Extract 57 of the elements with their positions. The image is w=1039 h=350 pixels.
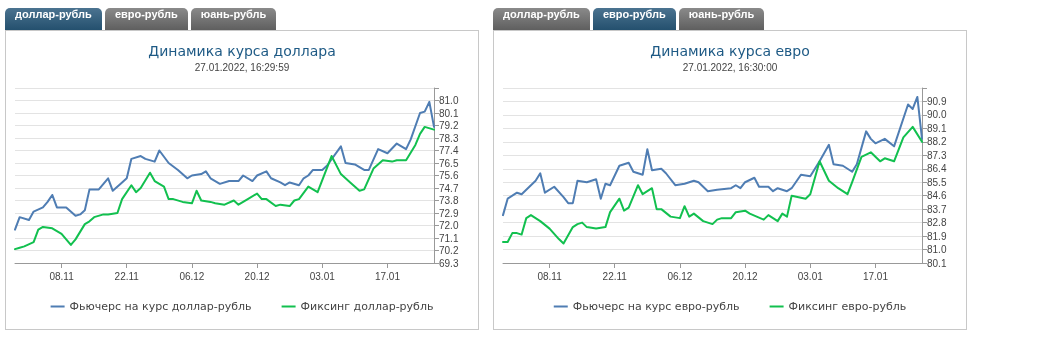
tab[interactable]: юань-рубль [190,8,277,30]
line-series [14,100,435,231]
y-tick-label: 83.7 [927,203,947,215]
tab[interactable]: юань-рубль [678,8,765,30]
y-tick-label: 80.1 [439,107,459,119]
x-tick-label: 22.11 [602,270,628,282]
x-tick-label: 20.12 [244,270,271,282]
y-tick-label: 77.4 [439,145,459,156]
legend-label: Фьючерс на курс доллар-рубль [69,300,252,313]
legend-label: Фиксинг евро-рубль [788,300,907,313]
x-tick-label: 17.01 [374,270,401,282]
tab[interactable]: евро-рубль [104,8,188,30]
tab[interactable]: доллар-рубль [493,8,590,30]
y-tick-label: 74.7 [439,182,459,194]
x-tick-label: 06.12 [179,270,205,282]
x-tick-label: 22.11 [114,270,140,282]
y-tick-label: 73.8 [439,195,459,206]
line-series [14,125,435,251]
chart-subtitle: 27.01.2022, 16:29:59 [194,61,290,73]
y-tick-label: 79.2 [439,120,459,131]
x-tick-label: 03.01 [309,270,336,282]
y-tick-label: 70.2 [439,245,459,256]
y-tick-label: 82.8 [927,217,947,229]
y-tick-label: 81.0 [927,244,947,256]
chart-subtitle: 27.01.2022, 16:30:00 [682,61,778,73]
y-tick-label: 75.6 [439,170,459,181]
y-tick-label: 78.3 [439,132,459,144]
x-tick-label: 03.01 [797,270,824,282]
x-tick-label: 17.01 [862,270,889,282]
y-tick-label: 84.6 [927,190,947,202]
y-tick-label: 90.9 [927,95,947,107]
x-tick-label: 20.12 [732,270,759,282]
y-tick-label: 85.5 [927,176,947,188]
tab[interactable]: доллар-рубль [5,8,102,30]
y-tick-label: 90.0 [927,109,947,121]
y-tick-label: 87.3 [927,149,947,161]
y-tick-label: 88.2 [927,136,947,148]
y-tick-label: 76.5 [439,157,459,169]
chart-title: Динамика курса евро [650,43,810,59]
y-tick-label: 86.4 [927,163,947,175]
x-tick-label: 08.11 [537,270,563,282]
x-tick-label: 08.11 [49,270,75,282]
line-series [502,125,923,245]
y-tick-label: 69.3 [439,257,459,269]
y-tick-label: 81.9 [927,230,947,242]
line-series [502,95,923,217]
legend-label: Фьючерс на курс евро-рубль [572,300,740,313]
y-tick-label: 72.0 [439,220,459,231]
chart-title: Динамика курса доллара [148,43,336,59]
y-tick-label: 80.1 [927,257,947,269]
x-tick-label: 06.12 [667,270,693,282]
y-tick-label: 89.1 [927,122,947,134]
y-tick-label: 71.1 [439,232,459,244]
y-tick-label: 72.9 [439,207,459,219]
y-tick-label: 81.0 [439,95,459,106]
legend-label: Фиксинг доллар-рубль [300,300,434,313]
tab[interactable]: евро-рубль [592,8,676,30]
